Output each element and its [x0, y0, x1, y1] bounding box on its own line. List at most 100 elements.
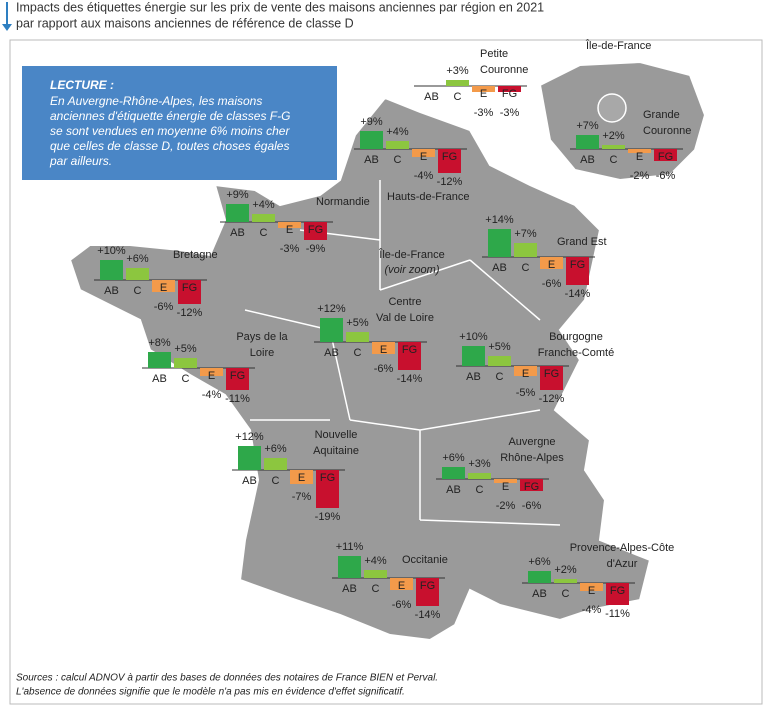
- value-label: -6%: [656, 170, 676, 182]
- value-label: +6%: [126, 253, 149, 265]
- category-label: FG: [658, 151, 673, 163]
- value-label: -14%: [565, 288, 591, 300]
- value-label: -4%: [414, 170, 434, 182]
- category-label: FG: [230, 370, 245, 382]
- bar: [472, 86, 495, 92]
- petite-couronne-zone: [597, 93, 627, 123]
- value-label: +2%: [554, 564, 577, 576]
- category-label: FG: [570, 259, 585, 271]
- value-label: +12%: [235, 431, 264, 443]
- category-label: AB: [342, 583, 357, 595]
- category-label: AB: [580, 154, 595, 166]
- value-label: -4%: [202, 389, 222, 401]
- bar: [316, 470, 339, 508]
- bar: [398, 342, 421, 370]
- value-label: -14%: [397, 373, 423, 385]
- region-name: Bretagne: [173, 249, 218, 261]
- category-label: E: [480, 88, 487, 100]
- region-name: Centre: [388, 296, 421, 308]
- value-label: -6%: [154, 301, 174, 313]
- category-label: FG: [502, 88, 517, 100]
- bar: [100, 260, 123, 280]
- bar: [290, 470, 313, 484]
- bar: [416, 578, 439, 606]
- category-label: C: [354, 347, 362, 359]
- value-label: -6%: [522, 500, 542, 512]
- category-label: FG: [402, 344, 417, 356]
- value-label: +3%: [468, 458, 491, 470]
- value-label: +3%: [446, 65, 469, 77]
- value-label: +5%: [488, 341, 511, 353]
- category-label: C: [394, 154, 402, 166]
- category-label: FG: [442, 151, 457, 163]
- value-label: -5%: [516, 387, 536, 399]
- bar: [148, 352, 171, 368]
- region-name: Occitanie: [402, 554, 448, 566]
- bar: [126, 268, 149, 280]
- bar: [654, 149, 677, 161]
- value-label: -2%: [496, 500, 516, 512]
- lecture-heading: LECTURE :: [50, 78, 114, 92]
- value-label: +14%: [485, 214, 514, 226]
- bar: [304, 222, 327, 240]
- region-borders: [244, 180, 561, 526]
- region-name: Grand Est: [557, 236, 607, 248]
- lecture-line: En Auvergne-Rhône-Alpes, les maisons: [50, 94, 262, 108]
- idf-zoom-map: [538, 60, 707, 182]
- category-label: AB: [424, 91, 439, 103]
- title-line: Impacts des étiquettes énergie sur les p…: [16, 0, 544, 14]
- category-label: E: [588, 585, 595, 597]
- category-label: AB: [364, 154, 379, 166]
- bar: [252, 214, 275, 222]
- category-label: AB: [446, 484, 461, 496]
- value-label: +10%: [97, 245, 126, 257]
- value-label: +11%: [336, 541, 364, 553]
- category-label: AB: [152, 373, 167, 385]
- category-label: E: [286, 224, 293, 236]
- bar: [320, 318, 343, 342]
- category-label: AB: [242, 475, 257, 487]
- bar: [360, 131, 383, 149]
- region-name: Hauts-de-France: [387, 191, 470, 203]
- bar: [540, 366, 563, 390]
- region-name: Rhône-Alpes: [500, 452, 564, 464]
- value-label: +4%: [386, 126, 409, 138]
- bar: [438, 149, 461, 173]
- value-label: +5%: [174, 343, 197, 355]
- category-label: E: [380, 344, 387, 356]
- bar: [566, 257, 589, 285]
- value-label: +6%: [528, 556, 551, 568]
- category-label: C: [522, 262, 530, 274]
- bar: [338, 556, 361, 578]
- bar: [514, 243, 537, 257]
- bar: [498, 86, 521, 92]
- region-name: Franche-Comté: [538, 347, 614, 359]
- region-name: Couronne: [480, 64, 528, 76]
- category-label: C: [610, 154, 618, 166]
- value-label: -19%: [315, 511, 341, 523]
- lecture-line: que celles de classe D, toutes choses ég…: [50, 139, 289, 153]
- bar: [226, 204, 249, 222]
- region-name: Val de Loire: [376, 312, 434, 324]
- bar: [386, 141, 409, 149]
- bar: [628, 149, 651, 153]
- bar: [494, 479, 517, 483]
- category-label: FG: [320, 472, 335, 484]
- value-label: +12%: [317, 303, 346, 315]
- category-label: E: [298, 472, 305, 484]
- category-label: AB: [324, 347, 339, 359]
- category-label: C: [562, 588, 570, 600]
- category-label: AB: [466, 371, 481, 383]
- bar: [442, 467, 465, 479]
- region-name: Loire: [250, 347, 274, 359]
- arrow-head: [2, 24, 12, 31]
- bar: [528, 571, 551, 583]
- lecture-line: par ailleurs.: [49, 154, 112, 168]
- bar: [540, 257, 563, 269]
- value-label: -6%: [392, 599, 412, 611]
- value-label: +4%: [364, 555, 387, 567]
- source-line: L'absence de données signifie que le mod…: [16, 687, 405, 698]
- category-label: C: [454, 91, 462, 103]
- bar: [488, 356, 511, 366]
